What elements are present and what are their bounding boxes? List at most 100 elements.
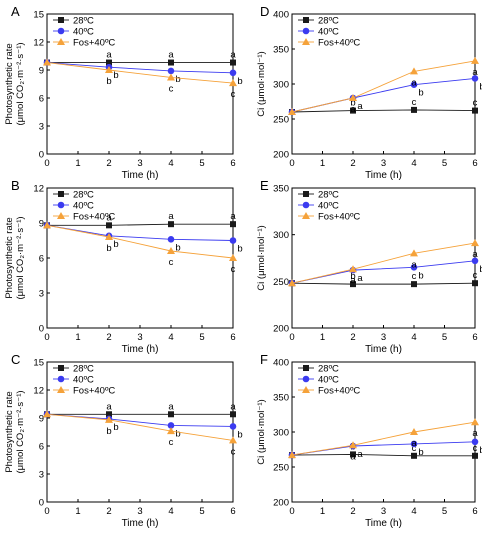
significance-label: b [113,422,118,433]
significance-label: b [418,88,423,99]
x-tick-label: 5 [199,332,204,343]
series-line-triangle [46,62,234,84]
x-tick-label: 2 [106,158,111,169]
data-point [43,410,51,418]
legend-label: 40ºC [318,27,339,38]
legend-marker [303,17,309,23]
series-line-circle [46,62,234,74]
y-tick-label: 300 [273,80,289,91]
significance-label: a [357,449,363,460]
y-tick-label: 200 [273,150,289,161]
data-point [167,73,175,81]
legend-label: Fos+40ºC [73,38,115,49]
chart-panel-e: E 200 250 300 350 0 1 2 3 4 5 6 Time (h) Ci (μmol·mol… [256,178,482,355]
significance-label: b [113,239,118,250]
data-point [410,440,418,448]
x-tick-label: 5 [442,506,447,517]
significance-label: a [350,451,356,462]
x-tick-label: 1 [75,158,80,169]
data-point [229,79,237,87]
significance-label: a [230,401,236,412]
chart-panel-d: D 200 250 300 350 400 0 1 2 3 4 5 6 Time (h) Ci (μmol·… [256,4,482,181]
series-line-square [47,223,233,226]
series-line-triangle [46,224,234,259]
panel-letter: B [11,178,20,193]
data-point [167,422,175,429]
data-point [471,418,479,426]
legend-marker [57,38,65,45]
significance-label: b [106,76,111,87]
x-tick-label: 1 [75,506,80,517]
x-tick-label: 0 [44,332,49,343]
x-axis-label: Time (h) [365,344,402,355]
legend-label: Fos+40ºC [318,212,360,223]
y-axis-label: Photosynthetic rate [4,43,15,124]
panel-letter: E [260,178,269,193]
data-point [168,411,174,418]
x-tick-label: 4 [411,332,416,343]
data-point [168,221,174,228]
significance-label: c [473,270,478,281]
significance-label: b [479,81,482,92]
series-line-triangle [291,242,476,284]
significance-label: a [106,212,112,223]
y-tick-label: 350 [273,45,289,56]
y-tick-label: 9 [39,66,44,77]
x-tick-label: 6 [472,332,477,343]
legend-label: Fos+40ºC [318,386,360,397]
significance-label: a [472,428,478,439]
y-tick-label: 400 [273,358,289,369]
x-tick-label: 2 [350,506,355,517]
x-tick-label: 2 [350,158,355,169]
x-tick-label: 3 [381,506,386,517]
y-tick-label: 3 [39,289,44,300]
significance-label: b [418,447,423,458]
data-point [168,59,174,66]
data-point [43,58,51,66]
data-point [230,59,236,66]
data-point [349,441,357,449]
data-point [411,452,417,459]
significance-label: b [350,271,355,282]
x-axis-label: Time (h) [122,170,159,181]
significance-label: a [357,101,363,112]
data-point [349,94,357,101]
y-axis-label: Photosynthetic rate [4,217,15,298]
y-axis-label: (μmol CO₂·m⁻²·s⁻¹) [15,390,26,473]
y-tick-label: 3 [39,122,44,133]
legend-label: 28ºC [318,190,339,201]
significance-label: c [231,446,236,457]
significance-label: c [412,271,417,282]
legend-label: Fos+40ºC [318,38,360,49]
significance-label: c [231,264,236,275]
data-point [43,221,51,229]
x-axis-label: Time (h) [365,518,402,529]
data-point [167,67,175,75]
significance-label: a [106,401,112,412]
legend-label: 40ºC [318,201,339,212]
significance-label: c [169,437,174,448]
significance-label: a [230,50,236,61]
data-point [471,56,479,64]
panel-letter: A [11,4,20,19]
data-point [350,451,356,458]
significance-label: c [169,83,174,94]
data-point [167,236,175,243]
legend-marker [302,386,310,393]
y-tick-label: 300 [273,230,289,241]
data-point [229,69,237,77]
y-tick-label: 200 [273,498,289,509]
data-point [106,222,112,229]
significance-label: a [168,211,174,222]
x-tick-label: 5 [199,506,204,517]
y-tick-label: 350 [273,393,289,404]
legend-marker [303,191,309,197]
x-tick-label: 1 [320,506,325,517]
y-tick-label: 15 [33,358,44,369]
significance-label: b [113,70,118,81]
legend-marker [57,212,65,219]
legend-marker [58,191,64,197]
